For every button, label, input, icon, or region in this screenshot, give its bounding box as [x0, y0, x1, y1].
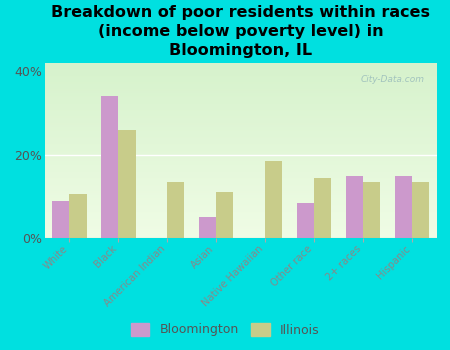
Bar	[118, 130, 135, 238]
Bar	[199, 217, 216, 238]
Bar	[395, 175, 412, 238]
Legend: Bloomington, Illinois: Bloomington, Illinois	[127, 319, 323, 340]
Bar	[101, 96, 118, 238]
Bar	[265, 161, 282, 238]
Bar	[412, 182, 429, 238]
Bar	[297, 203, 314, 238]
Title: Breakdown of poor residents within races
(income below poverty level) in
Bloomin: Breakdown of poor residents within races…	[51, 6, 430, 58]
Bar	[363, 182, 380, 238]
Bar	[216, 192, 234, 238]
Text: City-Data.com: City-Data.com	[361, 75, 425, 84]
Bar	[52, 201, 69, 238]
Bar	[69, 194, 86, 238]
Bar	[346, 175, 363, 238]
Bar	[167, 182, 184, 238]
Bar	[314, 177, 331, 238]
